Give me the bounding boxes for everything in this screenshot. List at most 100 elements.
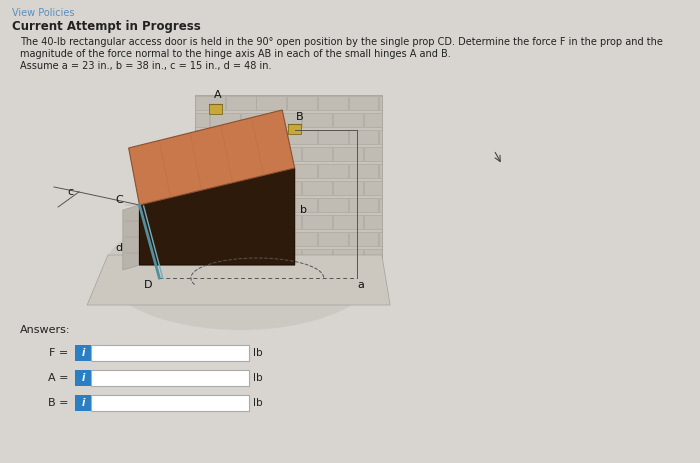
Bar: [287, 130, 317, 144]
Bar: [332, 147, 363, 161]
Text: magnitude of the force normal to the hinge axis AB in each of the small hinges A: magnitude of the force normal to the hin…: [20, 49, 451, 59]
Bar: [272, 249, 301, 263]
Bar: [241, 181, 271, 195]
Text: A: A: [214, 90, 221, 100]
Bar: [195, 181, 209, 195]
Text: B: B: [296, 112, 304, 122]
Text: Assume a = 23 in., b = 38 in., c = 15 in., d = 48 in.: Assume a = 23 in., b = 38 in., c = 15 in…: [20, 61, 272, 71]
Bar: [195, 215, 209, 229]
Polygon shape: [129, 110, 295, 205]
Bar: [226, 232, 255, 246]
Bar: [302, 249, 332, 263]
Bar: [287, 164, 317, 178]
Bar: [349, 198, 379, 212]
Bar: [195, 198, 225, 212]
FancyBboxPatch shape: [75, 345, 91, 361]
Bar: [318, 130, 348, 144]
Bar: [272, 113, 301, 127]
Bar: [363, 249, 382, 263]
Bar: [302, 113, 332, 127]
Bar: [379, 198, 382, 212]
Bar: [241, 147, 271, 161]
Text: A =: A =: [48, 373, 68, 383]
Bar: [241, 249, 271, 263]
Bar: [195, 96, 225, 110]
FancyBboxPatch shape: [91, 370, 249, 386]
Bar: [379, 96, 382, 110]
Bar: [226, 130, 255, 144]
Text: i: i: [81, 348, 85, 358]
Bar: [349, 232, 379, 246]
Bar: [379, 164, 382, 178]
Polygon shape: [122, 205, 139, 270]
Bar: [226, 96, 255, 110]
Bar: [210, 113, 240, 127]
Bar: [302, 215, 332, 229]
Bar: [318, 164, 348, 178]
Polygon shape: [139, 168, 295, 265]
Bar: [332, 113, 363, 127]
Bar: [349, 164, 379, 178]
Bar: [318, 232, 348, 246]
Text: lb: lb: [253, 373, 262, 383]
Bar: [226, 164, 255, 178]
Text: Answers:: Answers:: [20, 325, 71, 335]
Bar: [210, 249, 240, 263]
FancyBboxPatch shape: [75, 370, 91, 386]
Text: D: D: [144, 280, 152, 290]
Text: c: c: [67, 187, 73, 197]
Text: a: a: [357, 280, 364, 290]
Bar: [256, 198, 286, 212]
Bar: [332, 181, 363, 195]
FancyBboxPatch shape: [91, 345, 249, 361]
Ellipse shape: [104, 210, 378, 330]
Bar: [379, 232, 382, 246]
Bar: [332, 249, 363, 263]
Bar: [349, 130, 379, 144]
Bar: [287, 198, 317, 212]
Bar: [288, 124, 301, 134]
Text: b: b: [300, 205, 307, 215]
Polygon shape: [139, 200, 156, 225]
Bar: [210, 181, 240, 195]
Text: d: d: [115, 243, 122, 253]
Bar: [318, 198, 348, 212]
Bar: [195, 113, 209, 127]
Text: B =: B =: [48, 398, 68, 408]
Bar: [349, 96, 379, 110]
Bar: [256, 164, 286, 178]
Bar: [287, 232, 317, 246]
Text: i: i: [81, 398, 85, 408]
Text: lb: lb: [253, 398, 262, 408]
Bar: [210, 147, 240, 161]
Text: lb: lb: [253, 348, 262, 358]
Bar: [226, 198, 255, 212]
Bar: [363, 147, 382, 161]
Bar: [241, 113, 271, 127]
Bar: [195, 147, 209, 161]
Bar: [302, 181, 332, 195]
Bar: [332, 215, 363, 229]
Text: F =: F =: [49, 348, 68, 358]
Bar: [379, 130, 382, 144]
Bar: [195, 164, 225, 178]
Bar: [302, 147, 332, 161]
Bar: [287, 96, 317, 110]
Text: Current Attempt in Progress: Current Attempt in Progress: [12, 20, 200, 33]
Bar: [210, 215, 240, 229]
Text: The 40-lb rectangular access door is held in the 90° open position by the single: The 40-lb rectangular access door is hel…: [20, 37, 663, 47]
Bar: [318, 96, 348, 110]
Polygon shape: [195, 95, 382, 265]
Bar: [195, 130, 225, 144]
Bar: [209, 104, 223, 114]
Bar: [363, 113, 382, 127]
Polygon shape: [88, 255, 390, 305]
Bar: [272, 181, 301, 195]
Bar: [363, 181, 382, 195]
FancyBboxPatch shape: [91, 395, 249, 411]
Text: C: C: [115, 195, 122, 205]
Text: i: i: [81, 373, 85, 383]
Bar: [272, 215, 301, 229]
Bar: [256, 130, 286, 144]
Text: View Policies: View Policies: [12, 8, 74, 18]
